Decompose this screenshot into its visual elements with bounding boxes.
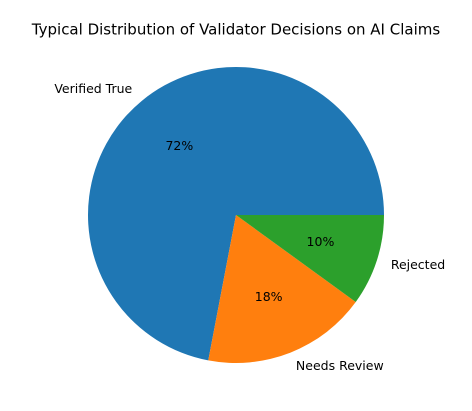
slice-label: Needs Review bbox=[296, 358, 384, 373]
slice-label: Verified True bbox=[54, 81, 132, 96]
value-label: 10% bbox=[307, 234, 335, 249]
value-label: 18% bbox=[255, 289, 283, 304]
value-label: 72% bbox=[165, 138, 193, 153]
pie-slice bbox=[88, 66, 385, 361]
pie-slice bbox=[236, 215, 384, 302]
pie-slice bbox=[208, 215, 356, 363]
chart-title: Typical Distribution of Validator Decisi… bbox=[31, 21, 441, 39]
slice-label: Rejected bbox=[391, 257, 445, 272]
